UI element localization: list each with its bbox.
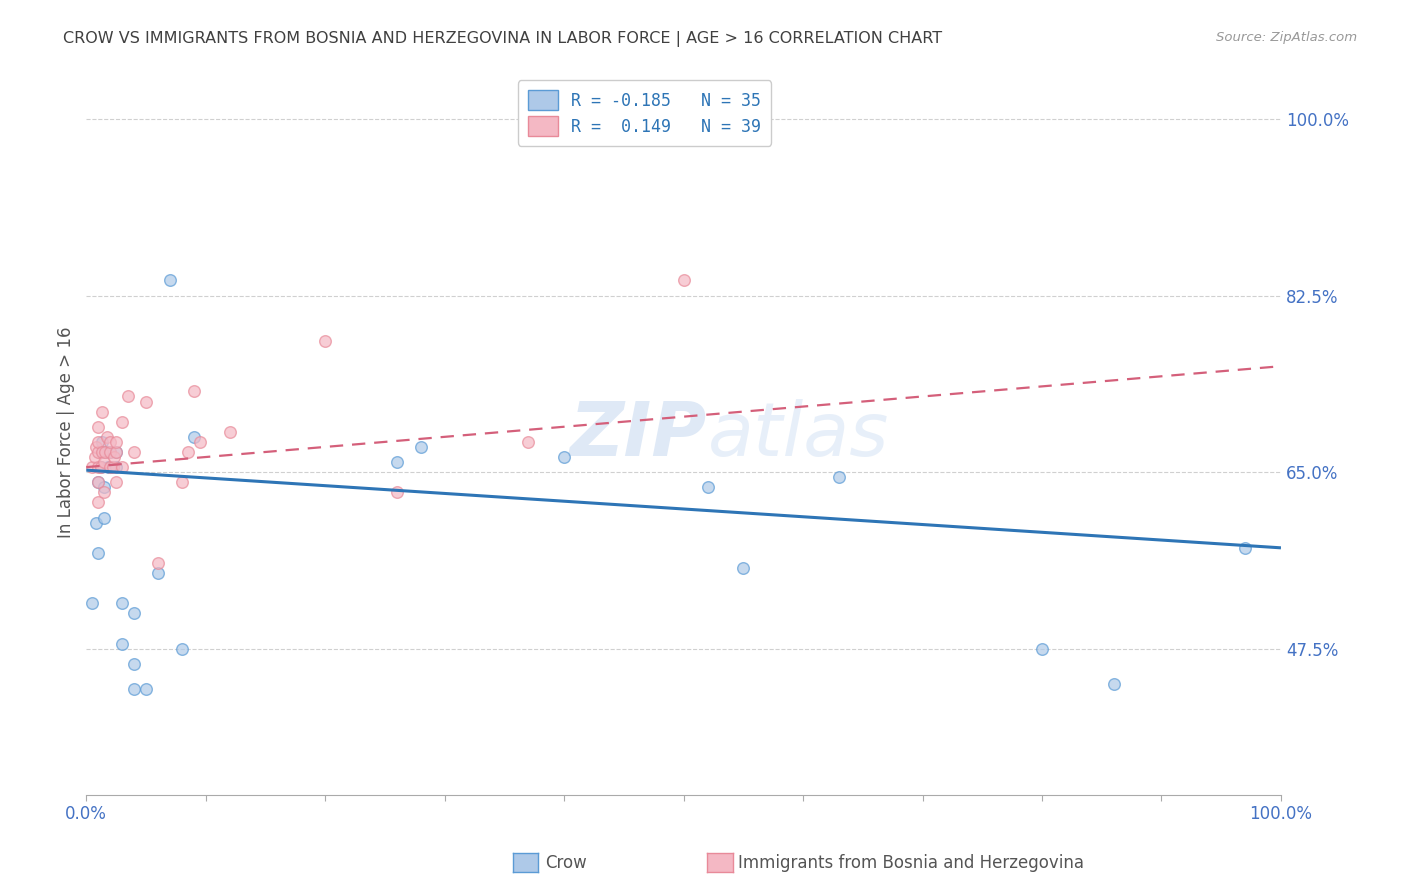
Point bbox=[97, 445, 120, 459]
Point bbox=[517, 434, 540, 449]
Point bbox=[111, 415, 134, 429]
Text: ZIP: ZIP bbox=[571, 399, 707, 472]
Point bbox=[90, 434, 112, 449]
Point bbox=[146, 566, 169, 580]
Point bbox=[1102, 677, 1125, 691]
Point bbox=[135, 682, 157, 697]
Point bbox=[105, 434, 128, 449]
Point bbox=[183, 430, 205, 444]
Point bbox=[98, 460, 121, 475]
Point bbox=[87, 460, 110, 475]
Point bbox=[90, 445, 112, 459]
Point bbox=[98, 434, 121, 449]
Point bbox=[385, 455, 408, 469]
Text: Source: ZipAtlas.com: Source: ZipAtlas.com bbox=[1216, 31, 1357, 45]
Point bbox=[218, 425, 240, 439]
Point bbox=[97, 460, 120, 475]
Point bbox=[135, 394, 157, 409]
Y-axis label: In Labor Force | Age > 16: In Labor Force | Age > 16 bbox=[58, 326, 75, 538]
Point bbox=[170, 641, 193, 656]
Point bbox=[170, 475, 193, 490]
Point bbox=[87, 495, 110, 509]
Point bbox=[98, 445, 121, 459]
Point bbox=[122, 657, 145, 671]
Point bbox=[111, 596, 134, 610]
Point bbox=[98, 460, 121, 475]
Point bbox=[553, 450, 575, 464]
Point bbox=[83, 450, 105, 464]
Point bbox=[177, 445, 200, 459]
Point bbox=[93, 510, 115, 524]
Legend: R = -0.185   N = 35, R =  0.149   N = 39: R = -0.185 N = 35, R = 0.149 N = 39 bbox=[517, 80, 770, 145]
Point bbox=[146, 556, 169, 570]
Point bbox=[696, 480, 718, 494]
Point bbox=[828, 470, 851, 484]
Point bbox=[87, 445, 110, 459]
Point bbox=[117, 389, 139, 403]
Point bbox=[90, 460, 112, 475]
Point bbox=[183, 384, 205, 399]
Point bbox=[82, 460, 104, 475]
Point bbox=[105, 475, 128, 490]
Point bbox=[87, 475, 110, 490]
Point bbox=[1031, 641, 1053, 656]
Point bbox=[105, 460, 128, 475]
Point bbox=[93, 485, 115, 500]
Point bbox=[111, 460, 134, 475]
Text: CROW VS IMMIGRANTS FROM BOSNIA AND HERZEGOVINA IN LABOR FORCE | AGE > 16 CORRELA: CROW VS IMMIGRANTS FROM BOSNIA AND HERZE… bbox=[63, 31, 942, 47]
Point bbox=[188, 434, 211, 449]
Point bbox=[122, 607, 145, 621]
Point bbox=[87, 475, 110, 490]
Point bbox=[103, 450, 125, 464]
Point bbox=[93, 455, 115, 469]
Point bbox=[105, 445, 128, 459]
Point bbox=[90, 404, 112, 418]
Text: Immigrants from Bosnia and Herzegovina: Immigrants from Bosnia and Herzegovina bbox=[738, 855, 1084, 872]
Point bbox=[93, 480, 115, 494]
Text: atlas: atlas bbox=[707, 400, 889, 472]
Point bbox=[82, 596, 104, 610]
Point bbox=[90, 460, 112, 475]
Point bbox=[1234, 541, 1257, 555]
Point bbox=[159, 273, 181, 287]
Point bbox=[90, 445, 112, 459]
Point bbox=[101, 460, 124, 475]
Point bbox=[84, 440, 107, 454]
Point bbox=[98, 460, 121, 475]
Point bbox=[122, 445, 145, 459]
Point bbox=[314, 334, 336, 348]
Point bbox=[87, 419, 110, 434]
Point bbox=[87, 434, 110, 449]
Point bbox=[98, 445, 121, 459]
Point bbox=[96, 430, 118, 444]
Point bbox=[111, 637, 134, 651]
Point bbox=[122, 682, 145, 697]
Point bbox=[409, 440, 432, 454]
Point bbox=[733, 561, 755, 575]
Point bbox=[84, 516, 107, 530]
Point bbox=[385, 485, 408, 500]
Text: Crow: Crow bbox=[546, 855, 588, 872]
Point bbox=[87, 546, 110, 560]
Point bbox=[672, 273, 695, 287]
Point bbox=[105, 445, 128, 459]
Point bbox=[94, 445, 117, 459]
